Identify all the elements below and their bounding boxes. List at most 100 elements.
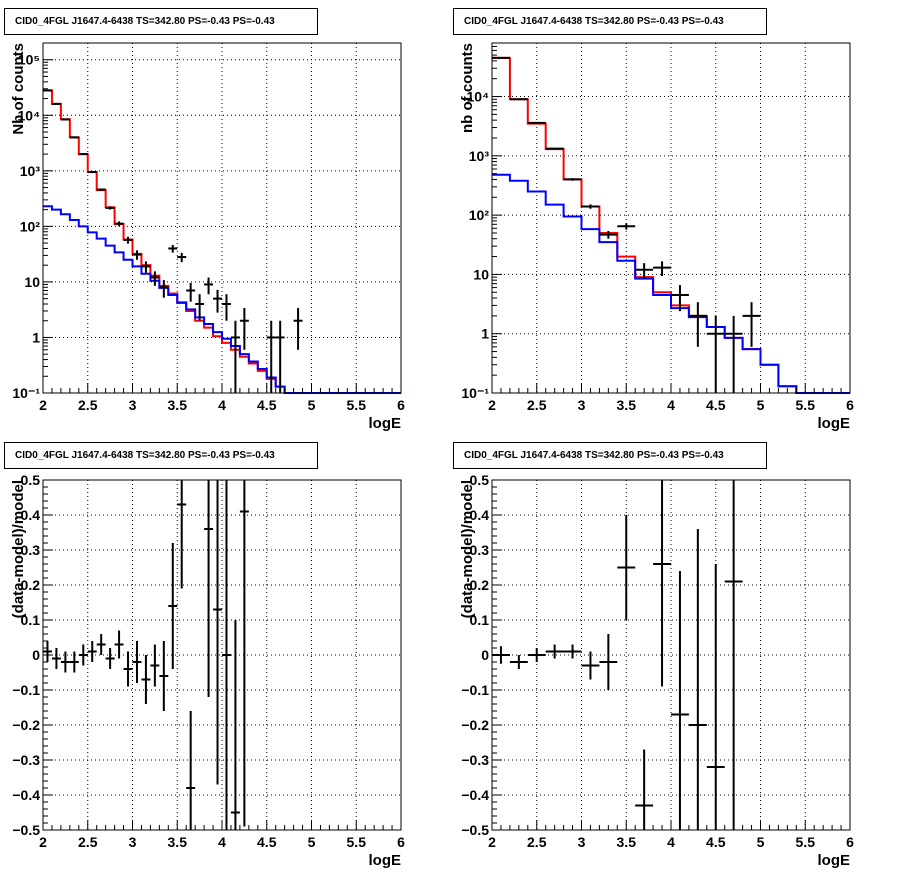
data-point (105, 648, 115, 669)
data-point (527, 648, 546, 662)
data-point (635, 263, 654, 279)
data-point (141, 655, 151, 704)
x-tick-label: 2.5 (78, 834, 98, 850)
y-tick-label: −0.4 (12, 787, 40, 803)
y-axis-title: nb of counts (459, 43, 476, 133)
y-tick-label: 0 (32, 647, 40, 663)
x-tick-label: 6 (397, 397, 405, 413)
data-point (563, 644, 582, 659)
data-point (275, 320, 285, 393)
model-total-step (492, 56, 850, 394)
chart-panel-1: 2 2.5 3 3.5 4 4.5 5 5.5 6 10⁻¹ 1 10 10² 10³ 10⁴ logE nb … (459, 42, 854, 432)
panel-title-top-left: CID0_4FGL J1647.4-6438 TS=342.80 PS=-0.4… (4, 8, 318, 35)
x-tick-label: 5 (308, 397, 316, 413)
y-tick-label: 10 (473, 266, 489, 282)
y-tick-label: 10² (20, 218, 41, 234)
data-point (527, 121, 546, 124)
data-point (168, 543, 178, 669)
x-tick-label: 4.5 (706, 834, 726, 850)
data-point (150, 271, 160, 286)
x-tick-label: 5 (308, 834, 316, 850)
model-component-step (492, 173, 850, 394)
x-tick-label: 6 (397, 834, 405, 850)
data-point (87, 171, 97, 174)
chart-panel-3: 2 2.5 3 3.5 4 4.5 5 5.5 6 −0.5 −0.4 −0.3 −0.2 −0.1 0 0.… (459, 472, 854, 869)
axis-ticks (42, 42, 402, 394)
x-tick-label: 3 (578, 397, 586, 413)
data-point (599, 230, 618, 239)
data-point (43, 641, 52, 662)
data-point (222, 294, 231, 321)
x-tick-label: 2 (488, 834, 496, 850)
x-tick-label: 6 (846, 397, 854, 413)
y-tick-label: 10³ (469, 148, 490, 164)
data-point (239, 307, 249, 350)
data-point (78, 153, 88, 156)
data-point (186, 711, 196, 830)
y-tick-label: 0.5 (470, 472, 490, 488)
x-tick-label: 3 (578, 834, 586, 850)
data-point (78, 644, 88, 666)
x-tick-label: 2 (39, 834, 47, 850)
x-tick-label: 2.5 (527, 834, 547, 850)
x-tick-label: 3.5 (617, 834, 637, 850)
data-point (293, 307, 303, 350)
panel-title-bottom-right: CID0_4FGL J1647.4-6438 TS=342.80 PS=-0.4… (453, 442, 767, 469)
y-tick-label: −0.3 (461, 752, 489, 768)
y-tick-label: 0.4 (470, 507, 490, 523)
data-point (132, 250, 142, 260)
data-point (105, 206, 115, 210)
x-tick-label: 4.5 (257, 834, 277, 850)
data-point (177, 252, 187, 263)
data-point (69, 136, 79, 139)
data-point (706, 315, 725, 393)
data-point (688, 302, 707, 347)
data-point (141, 261, 151, 273)
data-point (195, 294, 205, 321)
data-point (706, 564, 725, 830)
data-point (168, 244, 178, 253)
x-axis-title: logE (818, 852, 851, 869)
x-tick-label: 5.5 (347, 834, 367, 850)
data-point (159, 280, 169, 298)
x-tick-label: 5.5 (347, 397, 367, 413)
y-tick-label: 10² (469, 207, 490, 223)
chart-panel-0: 2 2.5 3 3.5 4 4.5 5 5.5 6 10⁻¹ 1 10 10² 10³ 10⁴ 10⁵ logE… (10, 42, 405, 432)
data-point (653, 261, 671, 277)
y-tick-label: −0.2 (461, 717, 489, 733)
data-point (671, 571, 689, 830)
data-point (545, 147, 564, 150)
data-point (599, 634, 618, 690)
x-tick-label: 4 (667, 834, 675, 850)
data-point (545, 644, 564, 659)
panel-title-bottom-left: CID0_4FGL J1647.4-6438 TS=342.80 PS=-0.4… (4, 442, 318, 469)
y-axis-title: (data-model)/model (10, 480, 27, 618)
data-point (123, 236, 133, 244)
data-point (51, 648, 61, 669)
data-point (617, 515, 636, 620)
x-tick-label: 4 (218, 397, 226, 413)
data-point (509, 655, 528, 669)
data-point (96, 634, 106, 655)
data-point (69, 651, 79, 673)
axis-ticks (42, 479, 402, 831)
y-tick-label: 0.4 (21, 507, 41, 523)
data-point (60, 118, 70, 121)
data-point (177, 480, 187, 589)
y-tick-label: 1 (481, 326, 489, 342)
data-point (114, 221, 124, 227)
x-tick-label: 5 (757, 834, 765, 850)
data-point (204, 277, 214, 295)
panel-title-top-right: CID0_4FGL J1647.4-6438 TS=342.80 PS=-0.4… (453, 8, 767, 35)
y-tick-label: 10⁴ (467, 89, 490, 105)
x-tick-label: 4 (667, 397, 675, 413)
x-tick-label: 3.5 (168, 397, 188, 413)
data-point (230, 320, 240, 393)
data-point (132, 641, 142, 683)
data-point (509, 98, 528, 101)
y-tick-label: −0.3 (12, 752, 40, 768)
x-tick-label: 3.5 (168, 834, 188, 850)
x-tick-label: 2 (39, 397, 47, 413)
x-axis-title: logE (818, 415, 851, 432)
